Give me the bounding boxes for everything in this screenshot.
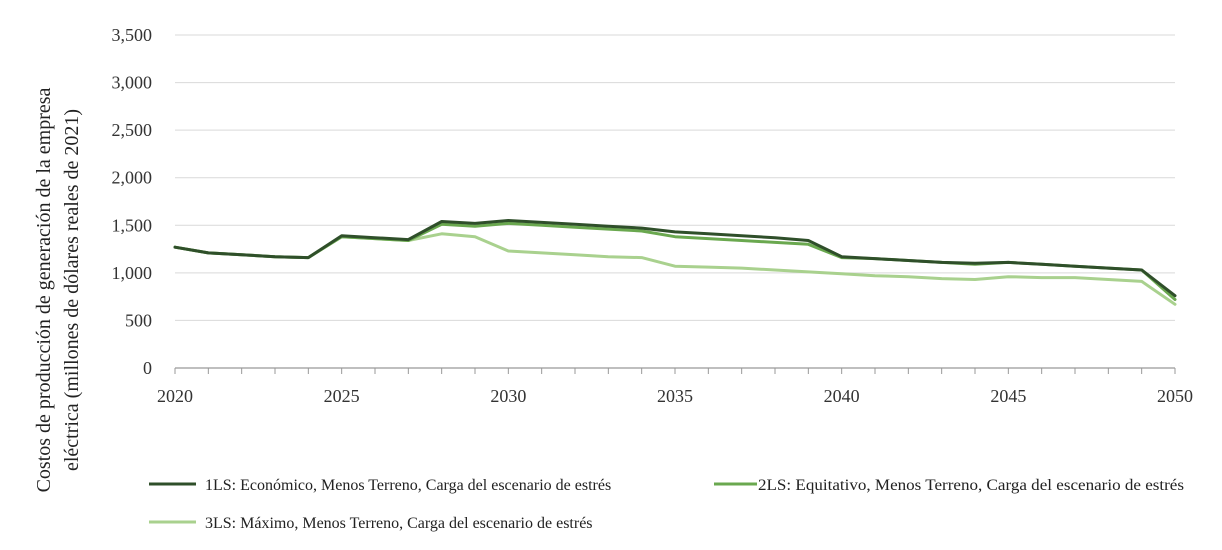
series-lines [173, 219, 1177, 306]
y-axis-label-line-1: Costos de producción de generación de la… [33, 87, 55, 492]
x-tick-label: 2050 [1157, 386, 1193, 406]
legend-label-2ls: 2LS: Equitativo, Menos Terreno, Carga de… [758, 477, 1184, 494]
series-line-3ls [173, 232, 1177, 306]
x-axis: 2020 2025 2030 2035 2040 2045 2050 [157, 367, 1193, 406]
legend-item-1ls: 1LS: Económico, Menos Terreno, Carga del… [149, 477, 611, 494]
x-tick-label: 2045 [990, 386, 1026, 406]
y-axis-ticks: 0 500 1,000 1,500 2,000 2,500 3,000 3,500 [112, 25, 153, 378]
y-tick-label: 2,500 [112, 120, 153, 140]
y-axis-label-line-2: eléctrica (millones de dólares reales de… [61, 109, 83, 471]
legend-item-3ls: 3LS: Máximo, Menos Terreno, Carga del es… [149, 515, 593, 532]
y-tick-label: 2,000 [112, 168, 153, 188]
y-tick-label: 500 [125, 310, 152, 330]
legend: 1LS: Económico, Menos Terreno, Carga del… [149, 477, 1184, 532]
y-tick-label: 0 [143, 358, 152, 378]
y-tick-label: 1,000 [112, 263, 153, 283]
legend-label-3ls: 3LS: Máximo, Menos Terreno, Carga del es… [205, 515, 593, 532]
grid-lines [175, 34, 1175, 321]
series-line-1ls [173, 219, 1177, 298]
y-tick-label: 3,500 [112, 25, 153, 45]
legend-item-2ls: 2LS: Equitativo, Menos Terreno, Carga de… [714, 477, 1184, 494]
x-tick-label: 2025 [324, 386, 360, 406]
legend-label-1ls: 1LS: Económico, Menos Terreno, Carga del… [205, 477, 611, 494]
x-tick-label: 2040 [824, 386, 860, 406]
y-axis-label: Costos de producción de generación de la… [33, 87, 83, 492]
series-line-2ls [173, 221, 1177, 301]
y-tick-label: 3,000 [112, 73, 153, 93]
y-tick-label: 1,500 [112, 215, 153, 235]
x-tick-label: 2020 [157, 386, 193, 406]
x-tick-label: 2035 [657, 386, 693, 406]
x-tick-label: 2030 [490, 386, 526, 406]
